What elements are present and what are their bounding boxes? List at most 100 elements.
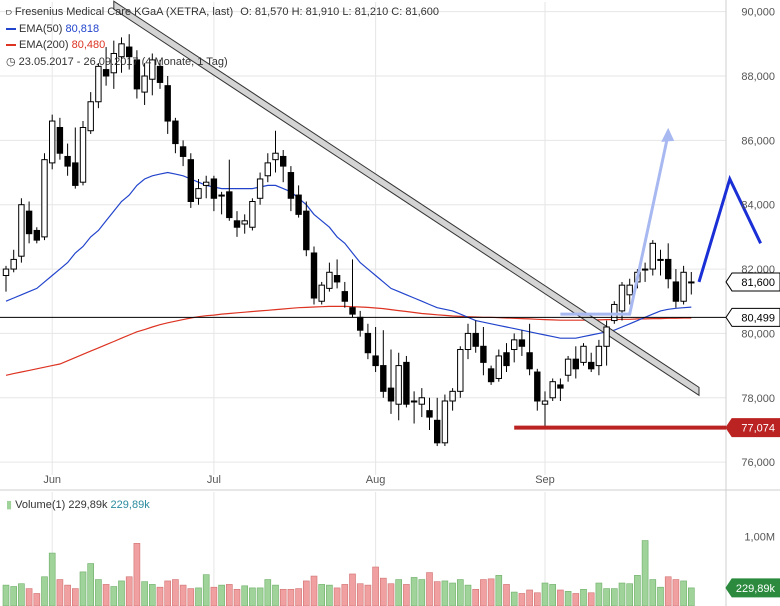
candle-body [195, 188, 202, 199]
volume-bar [233, 588, 241, 606]
candle-body [156, 65, 164, 83]
candle-body [541, 400, 549, 405]
volume-bar [372, 566, 379, 606]
candle-body [280, 155, 287, 167]
candle-body [657, 258, 664, 261]
volume-bar [487, 578, 495, 606]
candle-body [457, 349, 464, 392]
volume-bar [426, 572, 433, 606]
volume-bar [133, 543, 141, 606]
ema200-line [5, 305, 692, 376]
volume-bar [433, 581, 441, 606]
candle-body [326, 271, 333, 289]
candle-body [18, 204, 25, 257]
ema200-swatch [6, 44, 16, 47]
volume-bar [664, 576, 672, 606]
ema50-layer [5, 171, 692, 339]
candle-body [233, 220, 241, 228]
annotation-layer [0, 127, 762, 430]
volume-bar [202, 574, 210, 606]
volume-bar [272, 584, 279, 606]
candle-body [380, 365, 387, 392]
volume-bar [410, 577, 418, 606]
candle-body [557, 384, 564, 389]
candle-body [310, 252, 318, 299]
volume-bar [464, 584, 472, 606]
candle-body [449, 390, 456, 402]
y-tick-label: 78,000 [741, 393, 775, 405]
last-price-tag-text: 81,600 [741, 277, 775, 289]
volume-bar [195, 587, 202, 606]
candle-body [118, 43, 125, 58]
volume-bar [179, 584, 187, 606]
volume-bar [256, 587, 264, 606]
volume-bar [18, 583, 25, 606]
candle-body [349, 307, 356, 315]
volume-bar [503, 584, 510, 606]
legend-ema50: EMA(50) 80,818 [6, 23, 99, 35]
volume-bar [25, 588, 33, 606]
x-tick-label: Jul [207, 474, 221, 486]
y-tick-label: 88,000 [741, 71, 775, 83]
candle-body [87, 101, 94, 132]
chart-legend-title: ⫐ Fresenius Medical Care KGaA (XETRA, la… [6, 6, 439, 18]
candle-body [110, 52, 117, 74]
volume-bar [102, 584, 110, 606]
volume-bar [418, 579, 426, 606]
candle-body [580, 345, 587, 363]
volume-icon: ▮ [6, 499, 13, 511]
y-tick-label: 84,000 [741, 200, 775, 212]
candle-body [480, 345, 487, 363]
volume-bar [641, 540, 649, 606]
ema50-line [5, 171, 692, 339]
volume-bar [48, 552, 56, 606]
volume-bar [364, 584, 372, 606]
candle-body [626, 284, 633, 296]
candle-body [72, 162, 79, 186]
candle-layer [2, 34, 695, 447]
support-price-tag-text: 80,499 [741, 312, 775, 324]
candle-body [526, 352, 533, 370]
volume-bar [449, 582, 456, 606]
volume-bar [149, 584, 156, 606]
volume-bar [56, 579, 64, 606]
volume-bar [510, 591, 518, 606]
candle-body [364, 332, 372, 354]
candle-body [64, 155, 71, 167]
volume-bar [341, 584, 349, 606]
candle-body [95, 65, 102, 103]
trendline-channel [113, 0, 700, 397]
candle-body [688, 281, 695, 284]
x-tick-label: Sep [535, 474, 555, 486]
candle-body [25, 210, 33, 235]
volume-bar [64, 584, 71, 606]
volume-bar [141, 581, 148, 606]
volume-bar [441, 580, 449, 606]
volume-value-1: 229,89k [68, 499, 108, 511]
volume-bar [164, 580, 171, 606]
support-price-tag-bg [725, 307, 780, 327]
volume-label: Volume(1) [15, 499, 66, 511]
legend-volume: ▮ Volume(1) 229,89k 229,89k [6, 498, 150, 511]
candle-body [295, 194, 302, 215]
candle-body [572, 358, 579, 370]
candle-body [672, 281, 680, 302]
volume-bar [349, 573, 356, 606]
last-price-tag-bg [725, 272, 780, 292]
volume-bar [495, 575, 503, 606]
volume-bar [657, 586, 664, 606]
volume-bar [326, 584, 333, 606]
candle-body [126, 46, 133, 58]
volume-bar [603, 588, 610, 606]
volume-bar [318, 584, 326, 606]
candle-body [595, 345, 603, 367]
candle-body [249, 200, 256, 228]
candle-body [256, 178, 264, 199]
volume-bar [110, 586, 118, 606]
volume-bar [187, 588, 195, 606]
ema50-label: EMA(50) [19, 23, 63, 35]
volume-bar [533, 592, 541, 606]
volume-bar [626, 583, 634, 606]
volume-bar [33, 593, 41, 606]
